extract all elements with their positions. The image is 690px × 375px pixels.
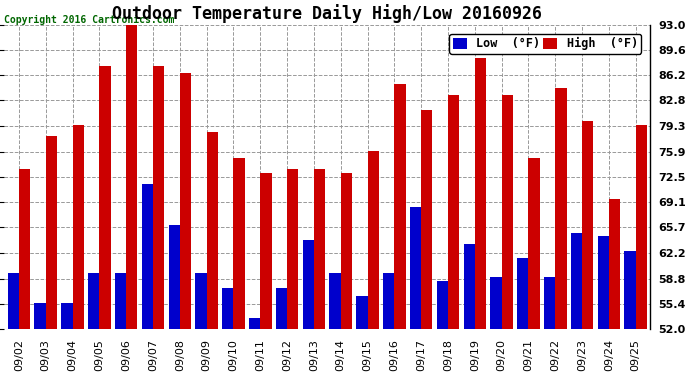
Title: Outdoor Temperature Daily High/Low 20160926: Outdoor Temperature Daily High/Low 20160…: [112, 4, 542, 23]
Bar: [598, 236, 609, 329]
Bar: [555, 88, 566, 329]
Bar: [287, 170, 298, 329]
Bar: [46, 136, 57, 329]
Bar: [421, 110, 433, 329]
Bar: [571, 232, 582, 329]
Bar: [491, 277, 502, 329]
Bar: [329, 273, 341, 329]
Bar: [529, 158, 540, 329]
Bar: [168, 225, 180, 329]
Text: Copyright 2016 Cartronics.com: Copyright 2016 Cartronics.com: [4, 15, 175, 25]
Bar: [233, 158, 245, 329]
Bar: [126, 21, 137, 329]
Bar: [448, 95, 460, 329]
Bar: [206, 132, 218, 329]
Bar: [341, 173, 352, 329]
Bar: [99, 66, 110, 329]
Bar: [635, 125, 647, 329]
Bar: [222, 288, 233, 329]
Bar: [88, 273, 99, 329]
Bar: [437, 281, 448, 329]
Bar: [19, 170, 30, 329]
Bar: [303, 240, 314, 329]
Bar: [368, 151, 379, 329]
Bar: [276, 288, 287, 329]
Bar: [395, 84, 406, 329]
Bar: [72, 125, 83, 329]
Bar: [609, 199, 620, 329]
Bar: [356, 296, 368, 329]
Bar: [195, 273, 206, 329]
Bar: [153, 66, 164, 329]
Bar: [249, 318, 260, 329]
Bar: [314, 170, 325, 329]
Bar: [475, 58, 486, 329]
Bar: [180, 73, 191, 329]
Bar: [464, 244, 475, 329]
Bar: [61, 303, 72, 329]
Bar: [518, 258, 529, 329]
Bar: [115, 273, 126, 329]
Legend: Low  (°F), High  (°F): Low (°F), High (°F): [449, 34, 641, 54]
Bar: [410, 207, 421, 329]
Bar: [260, 173, 272, 329]
Bar: [544, 277, 555, 329]
Bar: [141, 184, 153, 329]
Bar: [624, 251, 635, 329]
Bar: [34, 303, 46, 329]
Bar: [502, 95, 513, 329]
Bar: [8, 273, 19, 329]
Bar: [383, 273, 395, 329]
Bar: [582, 121, 593, 329]
